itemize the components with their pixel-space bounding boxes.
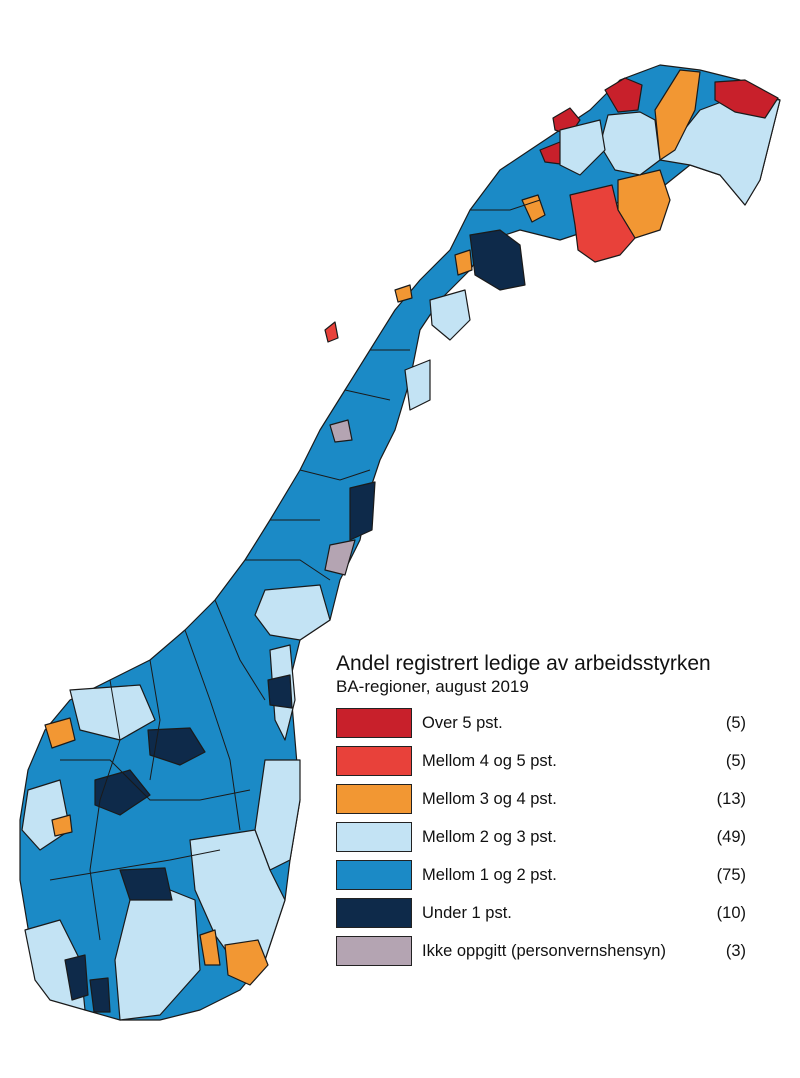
region-agder-dark-1 <box>64 954 89 1001</box>
region-lofoten-orange <box>394 284 413 303</box>
legend-label: Under 1 pst. <box>422 903 512 922</box>
legend-swatch <box>336 936 412 966</box>
legend-item-1-2: Mellom 1 og 2 pst. (75) <box>336 858 746 892</box>
region-east-orange-2 <box>224 939 269 986</box>
legend-label: Mellom 1 og 2 pst. <box>422 865 557 884</box>
region-finnmark-red-large <box>569 184 636 263</box>
region-west-orange-2 <box>51 814 73 837</box>
map-legend: Andel registrert ledige av arbeidsstyrke… <box>336 652 746 972</box>
region-finnmark-north-2 <box>604 77 643 113</box>
legend-item-2-3: Mellom 2 og 3 pst. (49) <box>336 820 746 854</box>
legend-swatch <box>336 860 412 890</box>
legend-label: Over 5 pst. <box>422 713 503 732</box>
region-borders <box>49 199 541 941</box>
region-valdres-dark <box>147 727 206 766</box>
region-trondelag-grey <box>329 419 353 443</box>
legend-count: (10) <box>716 903 746 922</box>
legend-label: Mellom 3 og 4 pst. <box>422 789 557 808</box>
region-troms-orange-2 <box>454 249 473 276</box>
legend-item-3-4: Mellom 3 og 4 pst. (13) <box>336 782 746 816</box>
legend-swatch <box>336 784 412 814</box>
region-lofoten-red <box>324 321 339 343</box>
region-trondelag-dark <box>349 481 376 541</box>
legend-swatch <box>336 898 412 928</box>
legend-count: (5) <box>725 713 746 732</box>
legend-count: (13) <box>716 789 746 808</box>
legend-swatch <box>336 708 412 738</box>
legend-count: (49) <box>716 827 746 846</box>
legend-count: (3) <box>725 941 746 960</box>
legend-label: Ikke oppgitt (personvernshensyn) <box>422 941 666 960</box>
region-hallingdal-dark <box>119 867 173 901</box>
region-troms-light <box>559 119 606 176</box>
region-east-dark-1 <box>267 674 293 709</box>
region-nordland-light-2 <box>404 359 431 411</box>
region-agder-dark-2 <box>89 977 111 1013</box>
region-troms-orange <box>521 194 546 223</box>
region-west-light <box>69 684 156 741</box>
region-west-orange-1 <box>44 717 76 749</box>
legend-label: Mellom 2 og 3 pst. <box>422 827 557 846</box>
region-troms-dark <box>469 229 526 291</box>
legend-item-not-given: Ikke oppgitt (personvernshensyn) (3) <box>336 934 746 968</box>
legend-count: (5) <box>725 751 746 770</box>
legend-title: Andel registrert ledige av arbeidsstyrke… <box>336 652 711 675</box>
legend-label: Mellom 4 og 5 pst. <box>422 751 557 770</box>
region-east-orange-1 <box>199 929 221 966</box>
legend-swatch <box>336 746 412 776</box>
region-south-light <box>114 889 201 1021</box>
legend-item-over-5: Over 5 pst. (5) <box>336 706 746 740</box>
legend-item-under-1: Under 1 pst. (10) <box>336 896 746 930</box>
legend-swatch <box>336 822 412 852</box>
legend-count: (75) <box>716 865 746 884</box>
region-nordland-light <box>429 289 471 341</box>
legend-item-4-5: Mellom 4 og 5 pst. (5) <box>336 744 746 778</box>
region-trondelag-grey-2 <box>324 539 356 576</box>
legend-subtitle: BA-regioner, august 2019 <box>336 677 529 696</box>
region-trondelag-light <box>254 584 331 641</box>
region-finnmark-north-1 <box>714 79 779 119</box>
region-sogn-dark <box>94 769 151 816</box>
